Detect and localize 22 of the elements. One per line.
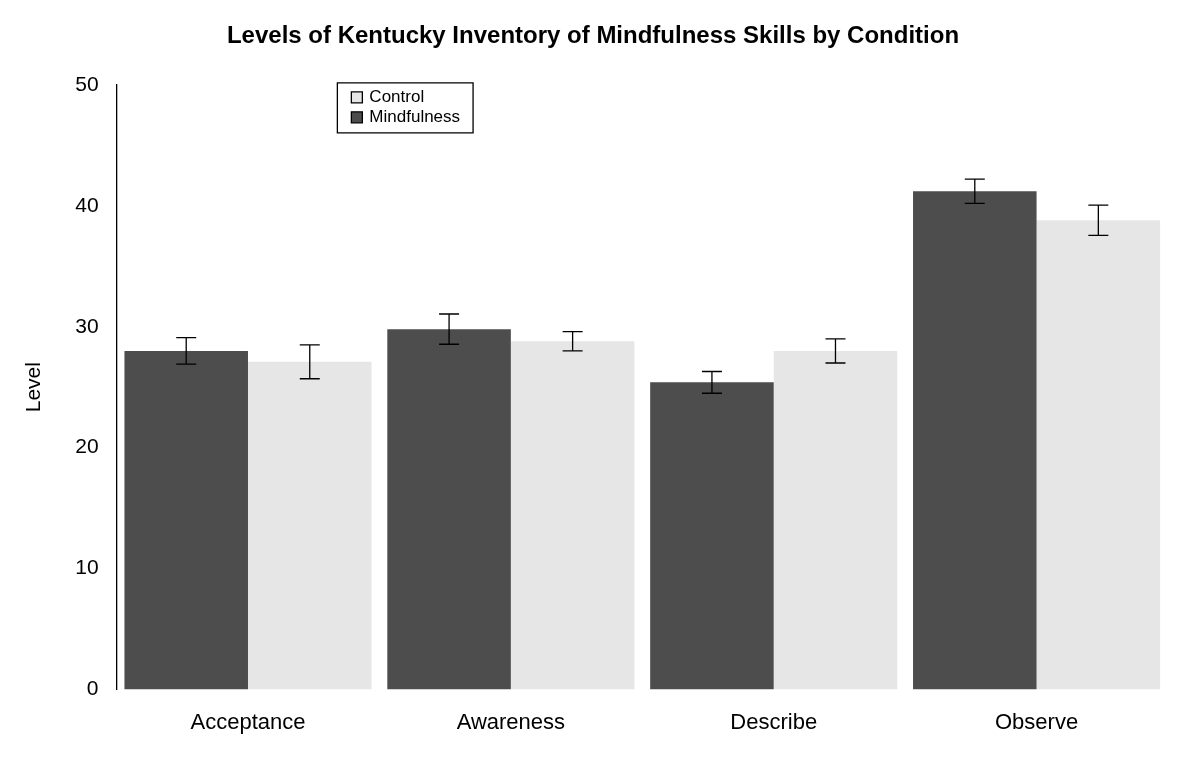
y-tick-label: 40	[75, 192, 99, 216]
y-axis-title: Level	[21, 362, 45, 413]
x-tick-label: Awareness	[456, 708, 566, 734]
bar	[387, 329, 511, 690]
chart-title: Levels of Kentucky Inventory of Mindfulness Skills by Condition	[226, 21, 960, 49]
y-tick-label: 30	[75, 313, 99, 337]
bar	[650, 382, 774, 690]
bar	[247, 361, 372, 690]
x-tick-label: Acceptance	[190, 708, 306, 734]
y-tick-label: 10	[75, 555, 99, 579]
y-tick-label: 50	[75, 71, 99, 95]
x-tick-label: Observe	[994, 708, 1079, 734]
legend-label: Mindfulness	[369, 107, 461, 127]
bar	[773, 350, 898, 690]
y-tick-label: 0	[86, 676, 99, 700]
x-tick-label: Describe	[730, 708, 818, 734]
bar	[124, 350, 248, 690]
bar	[510, 341, 635, 690]
legend-label: Control	[369, 87, 425, 107]
bar	[913, 191, 1037, 690]
bar	[1036, 220, 1161, 690]
y-tick-label: 20	[75, 434, 99, 458]
